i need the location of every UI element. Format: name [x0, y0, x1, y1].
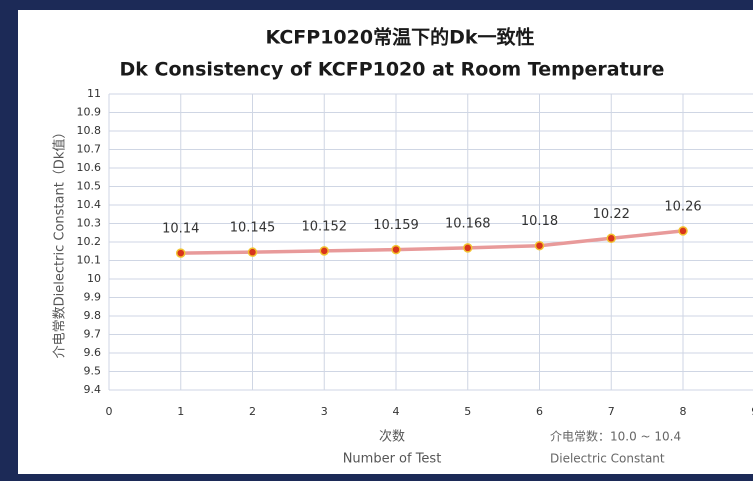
x-tick-label: 3	[321, 405, 328, 418]
data-label: 10.22	[593, 207, 630, 222]
x-tick-label: 2	[249, 405, 256, 418]
x-axis-label: Number of Test	[343, 452, 442, 467]
x-tick-label: 9	[751, 405, 753, 418]
chart-title: KCFP1020常温下的Dk一致性	[265, 26, 534, 49]
y-tick-label: 10	[87, 272, 101, 285]
data-point	[606, 233, 616, 244]
y-tick-label: 9.7	[84, 328, 102, 341]
y-tick-label: 10.4	[77, 198, 102, 211]
y-tick-label: 10.3	[77, 217, 102, 230]
x-tick-label: 5	[464, 405, 471, 418]
y-tick-label: 10.5	[77, 180, 102, 193]
data-point	[391, 244, 401, 255]
y-tick-label: 9.9	[84, 291, 102, 304]
x-tick-label: 0	[106, 405, 113, 418]
y-tick-label: 10.9	[77, 106, 102, 119]
series-line	[180, 229, 684, 255]
y-tick-label: 9.5	[84, 365, 102, 378]
y-tick-label: 9.6	[84, 346, 102, 359]
data-label: 10.26	[664, 199, 701, 214]
y-axis-label: 介电常数Dielectric Constant（Dk值）	[52, 126, 68, 359]
legend-label: Dielectric Constant	[550, 452, 665, 466]
y-tick-label: 10.1	[77, 254, 102, 267]
data-label: 10.145	[230, 221, 276, 236]
y-tick-label: 9.8	[84, 309, 102, 322]
y-tick-label: 9.4	[84, 383, 102, 396]
data-point	[319, 246, 329, 256]
data-label: 10.152	[302, 219, 348, 234]
x-tick-label: 6	[536, 405, 543, 418]
y-tick-label: 10.6	[77, 161, 102, 174]
x-tick-label: 4	[393, 405, 400, 418]
x-tick-label: 7	[608, 405, 615, 418]
y-tick-label: 10.7	[77, 143, 102, 156]
legend-label: 介电常数：10.0 ~ 10.4	[550, 429, 681, 444]
chart-subtitle: Dk Consistency of KCFP1020 at Room Tempe…	[120, 59, 665, 81]
y-tick-label: 10.2	[77, 235, 102, 248]
data-label: 10.159	[373, 218, 419, 233]
data-point	[247, 247, 258, 257]
y-tick-label: 11	[87, 87, 101, 100]
x-axis-label: 次数	[379, 429, 405, 445]
y-tick-label: 10.8	[77, 124, 102, 137]
data-point	[176, 248, 186, 258]
data-point	[534, 240, 545, 251]
x-tick-label: 1	[177, 405, 184, 418]
x-tick-label: 8	[680, 405, 687, 418]
data-label: 10.18	[521, 214, 558, 229]
data-point	[463, 243, 473, 253]
data-label: 10.14	[162, 222, 199, 237]
data-point	[678, 226, 688, 236]
data-label: 10.168	[445, 216, 491, 231]
